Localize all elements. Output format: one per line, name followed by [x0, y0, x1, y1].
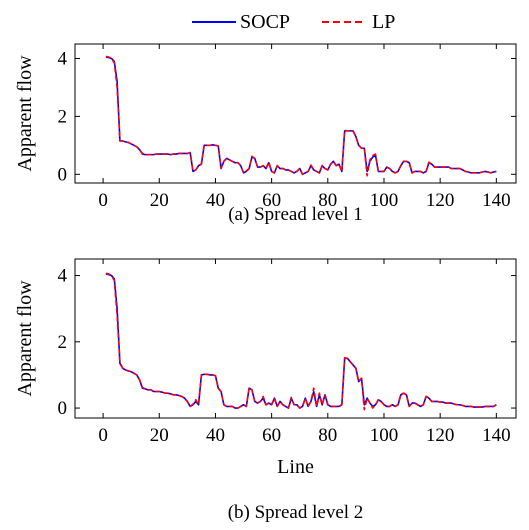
y-tick-label: 0 — [58, 164, 68, 185]
x-tick-label: 40 — [206, 425, 225, 446]
x-tick-label: 0 — [98, 190, 108, 211]
x-axis-label: Line — [277, 456, 314, 478]
series-line-socp — [105, 273, 497, 409]
y-axis: 0 2 4 — [58, 48, 516, 185]
y-tick-label: 2 — [58, 332, 68, 353]
x-tick-label: 120 — [426, 425, 455, 446]
y-tick-label: 4 — [58, 48, 68, 69]
x-tick-label: 20 — [150, 190, 169, 211]
x-tick-label: 80 — [318, 425, 337, 446]
y-tick-label: 0 — [58, 398, 68, 419]
series-line-socp — [105, 56, 497, 176]
x-tick-label: 40 — [206, 190, 225, 211]
legend: SOCP LP — [188, 4, 416, 44]
plot-frame — [74, 43, 517, 184]
x-axis: 0 20 40 60 80 100 120 140 — [98, 44, 511, 211]
x-tick-label: 80 — [318, 190, 337, 211]
y-axis: 0 2 4 — [58, 266, 516, 419]
x-tick-label: 60 — [262, 425, 281, 446]
panel-spread-level-1: 0 2 4 0 20 40 60 80 100 120 140 Apparent flow (a)… — [14, 43, 517, 225]
series-line-lp — [105, 55, 497, 177]
panel-spread-level-2: 0 2 4 0 20 40 60 80 100 120 140 Apparent flow Lin… — [14, 258, 517, 523]
caption: (a) Spread level 1 — [228, 204, 363, 225]
y-tick-label: 2 — [58, 106, 68, 127]
x-tick-label: 120 — [426, 190, 455, 211]
x-tick-label: 100 — [370, 425, 399, 446]
x-axis: 0 20 40 60 80 100 120 140 — [98, 259, 511, 446]
x-tick-label: 20 — [150, 425, 169, 446]
plot-frame — [74, 258, 517, 419]
legend-label-lp: LP — [372, 11, 395, 33]
legend-background — [188, 4, 416, 44]
y-tick-label: 4 — [58, 266, 68, 287]
x-tick-label: 140 — [482, 425, 511, 446]
y-axis-label: Apparent flow — [14, 280, 36, 397]
x-tick-label: 100 — [370, 190, 399, 211]
x-tick-label: 140 — [482, 190, 511, 211]
x-tick-label: 0 — [98, 425, 108, 446]
x-tick-label: 60 — [262, 190, 281, 211]
caption: (b) Spread level 2 — [228, 502, 364, 523]
series-line-lp — [105, 272, 497, 411]
series-group — [105, 272, 497, 411]
y-axis-label: Apparent flow — [14, 55, 36, 172]
legend-label-socp: SOCP — [240, 11, 290, 33]
series-group — [105, 55, 497, 177]
